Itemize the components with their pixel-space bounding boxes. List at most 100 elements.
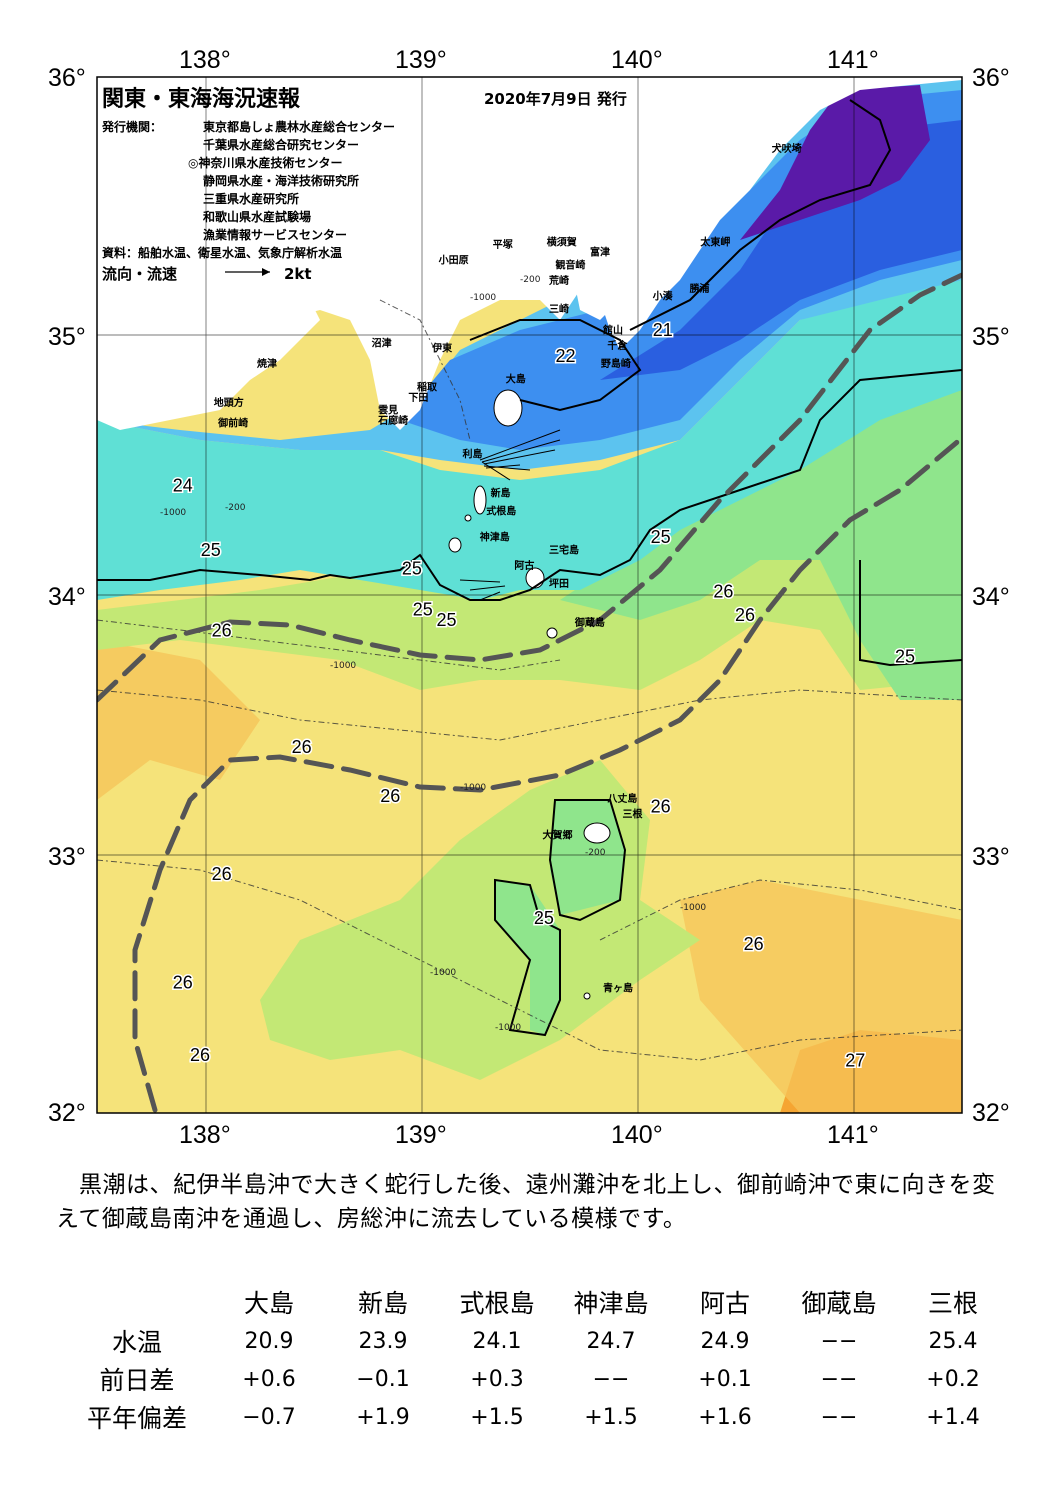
isotherm-25-main — [97, 369, 962, 601]
island-hachijojima — [583, 822, 611, 844]
isotherm-label: 25 — [895, 646, 915, 666]
table-cell: +1.6 — [698, 1404, 752, 1430]
table-header: 三根 — [927, 1289, 978, 1318]
lat-tick-right: 35° — [972, 323, 1010, 351]
table-cell: +1.5 — [584, 1404, 638, 1430]
depth-label: -1000 — [680, 903, 706, 913]
isotherm-label: 26 — [735, 605, 755, 625]
publisher: 漁業情報サービスセンター — [203, 227, 347, 242]
lat-tick-left: 36° — [48, 64, 86, 92]
table-cell: −− — [592, 1366, 630, 1392]
isotherm-label: 25 — [402, 558, 422, 578]
kuroshio-axis — [97, 272, 962, 1113]
isotherm-label: 22 — [555, 346, 575, 366]
place-name: 平塚 — [493, 238, 513, 251]
publisher: 千葉県水産総合研究センター — [203, 137, 359, 152]
publisher: 三重県水産研究所 — [203, 191, 299, 206]
isotherm-label: 27 — [845, 1050, 865, 1070]
place-name: 小湊 — [652, 290, 674, 303]
row-label: 前日差 — [99, 1366, 175, 1395]
flow-legend-arrowhead — [262, 268, 270, 276]
lon-tick-bottom: 138° — [179, 1121, 231, 1149]
island-aogashima — [583, 992, 591, 1000]
water-temperature-table: 大島 新島 式根島 神津島 阿古 御蔵島 三根 水温 20.9 23.9 24.… — [62, 1282, 1010, 1436]
map-title: 関東・東海海況速報 — [102, 86, 301, 112]
lon-tick-top: 138° — [179, 46, 231, 74]
island-shikinejima — [464, 514, 472, 522]
place-name: 荒崎 — [548, 274, 569, 287]
table-cell: +0.1 — [698, 1366, 752, 1392]
isotherm-lines-thin — [97, 299, 962, 1061]
table-cell: +0.3 — [470, 1366, 524, 1392]
table-row: 前日差 +0.6 −0.1 +0.3 −− +0.1 −− +0.2 — [62, 1360, 1010, 1398]
sst-band-26b — [97, 640, 260, 800]
place-name: 焼津 — [257, 357, 277, 370]
table-header-row: 大島 新島 式根島 神津島 阿古 御蔵島 三根 — [62, 1282, 1010, 1322]
kuroshio-north-edge — [97, 272, 962, 703]
isotherm-label: 26 — [212, 620, 232, 640]
isotherm-21 — [629, 99, 892, 331]
table-header: 御蔵島 — [801, 1289, 877, 1318]
table-header: 大島 — [243, 1289, 294, 1318]
island-mikurajima — [546, 627, 558, 639]
depth-label: -1000 — [470, 293, 496, 303]
place-name: 大賀郷 — [542, 828, 572, 841]
isotherm-label: 25 — [534, 908, 554, 928]
lon-tick-bottom: 141° — [827, 1121, 879, 1149]
place-name: 稲取 — [417, 380, 438, 393]
publisher: 東京都島しょ農林水産総合センター — [203, 119, 395, 134]
publisher: 静岡県水産・海洋技術研究所 — [203, 173, 359, 188]
lon-tick-top: 140° — [611, 46, 663, 74]
isotherm-label: 26 — [651, 797, 671, 817]
row-label: 平年偏差 — [86, 1404, 187, 1433]
place-name: 観音崎 — [555, 259, 585, 272]
place-name: 八丈島 — [606, 792, 637, 805]
place-name: 小田原 — [438, 253, 469, 266]
sst-band-25-east — [560, 350, 962, 700]
lat-tick-left: 34° — [48, 583, 86, 611]
place-name: 御蔵島 — [574, 616, 605, 629]
isotherm-label: 24 — [173, 475, 193, 495]
lat-tick-left: 35° — [48, 323, 86, 351]
lat-tick-left: 32° — [48, 1099, 86, 1127]
data-source: 資料：船舶水温、衛星水温、気象庁解析水温 — [102, 245, 342, 260]
flow-legend-value: 2kt — [284, 265, 312, 283]
island-oshima — [493, 389, 523, 427]
lon-tick-top: 139° — [395, 46, 447, 74]
sst-map: 2122242525252525262625262626262625262626… — [48, 46, 1010, 1149]
map-frame — [96, 76, 963, 1114]
sst-band-24 — [97, 270, 962, 600]
lon-tick-bottom: 139° — [395, 1121, 447, 1149]
table-cell: +1.4 — [926, 1404, 980, 1430]
island-niijima — [473, 485, 487, 515]
place-name: 沼津 — [372, 336, 392, 349]
sst-band-25-core2 — [495, 880, 560, 1035]
place-name: 地頭方 — [214, 396, 244, 409]
table-cell: −− — [820, 1328, 858, 1354]
isotherm-label: 26 — [380, 786, 400, 806]
publisher: 和歌山県水産試験場 — [202, 209, 311, 224]
map-area: 2122242525252525262625262626262625262626… — [97, 77, 962, 1113]
table-cell: 20.9 — [244, 1328, 294, 1354]
lat-tick-right: 36° — [972, 64, 1010, 92]
place-name: 雲見 — [378, 405, 398, 417]
current-vectors — [459, 429, 561, 601]
table-header: 阿古 — [699, 1289, 750, 1318]
table-cell: +1.9 — [356, 1404, 410, 1430]
table-header: 神津島 — [573, 1289, 649, 1318]
place-name: 犬吠埼 — [772, 142, 802, 155]
isotherm-label: 21 — [653, 320, 673, 340]
table-cell: 23.9 — [358, 1328, 408, 1354]
table-cell: +0.6 — [242, 1366, 296, 1392]
place-name: 御前崎 — [217, 417, 248, 430]
isotherm-22 — [469, 319, 642, 412]
table-row: 平年偏差 −0.7 +1.9 +1.5 +1.5 +1.6 −− +1.4 — [62, 1398, 1010, 1436]
place-name: 太東岬 — [699, 235, 730, 248]
table-cell: 24.9 — [700, 1328, 750, 1354]
place-name: 大島 — [506, 373, 526, 386]
kuroshio-south-edge — [132, 435, 962, 1113]
depth-label: -200 — [585, 848, 606, 858]
depth-label: -1000 — [160, 508, 186, 518]
place-name: 富津 — [590, 246, 610, 259]
place-name: 勝浦 — [690, 282, 710, 295]
